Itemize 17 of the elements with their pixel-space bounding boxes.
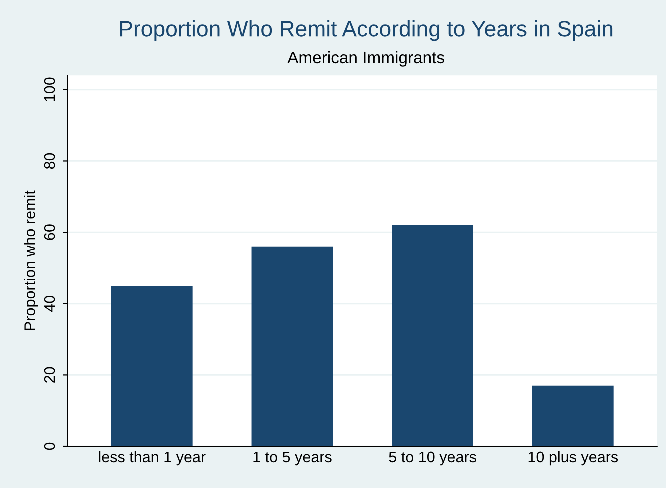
y-tick-label: 0 — [44, 442, 56, 450]
chart-subtitle: American Immigrants — [288, 51, 444, 67]
x-tick-label: 10 plus years — [528, 451, 618, 466]
x-tick-label: 1 to 5 years — [254, 452, 332, 466]
y-tick-label: 20 — [44, 367, 56, 383]
bar — [111, 286, 193, 447]
chart-title: Proportion Who Remit According to Years in Spain — [120, 20, 613, 42]
bar — [252, 246, 334, 447]
y-tick-label: 100 — [44, 78, 56, 102]
x-tick-label: less than 1 year — [99, 451, 206, 466]
y-tick-label: 60 — [44, 224, 56, 240]
y-axis-title: Proportion who remit — [24, 190, 38, 330]
y-tick-label: 40 — [44, 296, 56, 312]
y-tick-label: 80 — [44, 153, 56, 170]
bar — [532, 386, 614, 447]
x-tick-label: 5 to 10 years — [389, 452, 476, 466]
bar — [392, 225, 474, 447]
